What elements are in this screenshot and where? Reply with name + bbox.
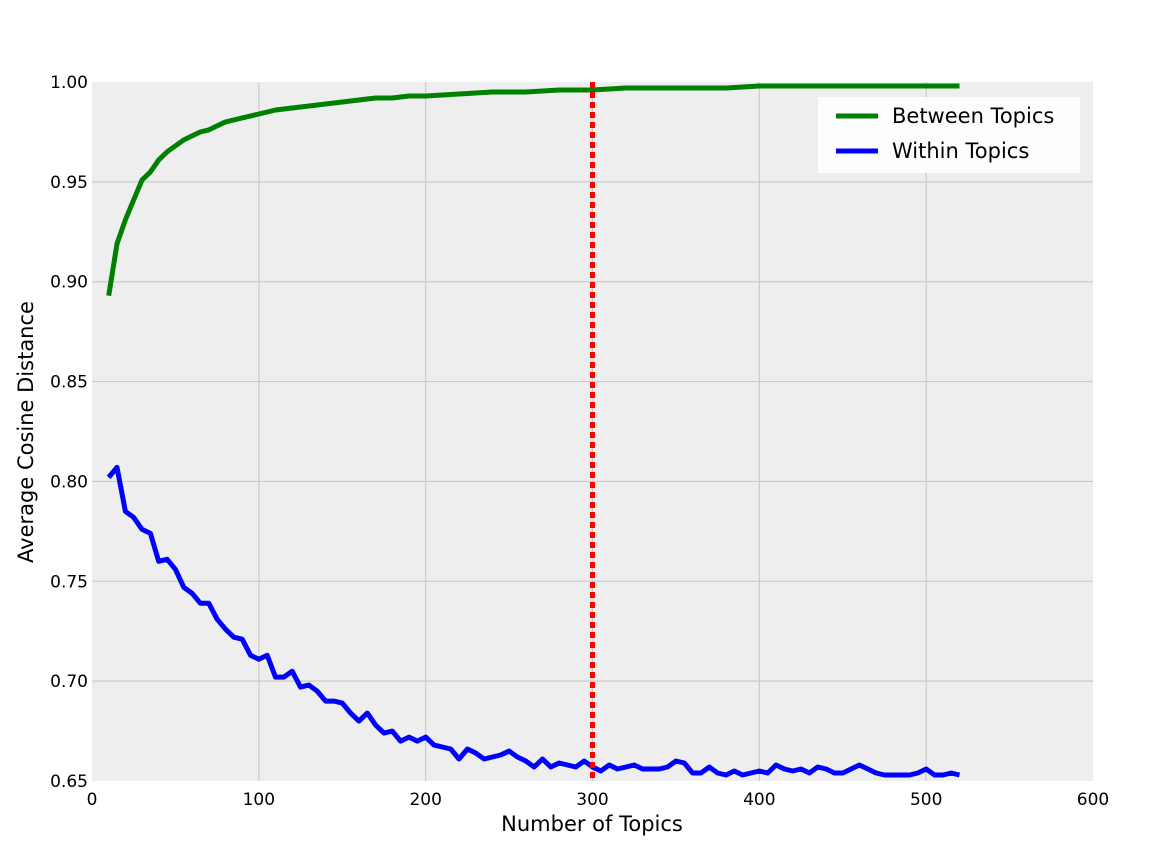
series-line-within-topics — [106, 464, 961, 778]
y-tick-label: 0.65 — [50, 772, 88, 792]
legend-label-within-topics: Within Topics — [892, 139, 1029, 163]
y-axis-title: Average Cosine Distance — [14, 301, 38, 563]
x-tick-label: 200 — [409, 790, 441, 810]
x-tick-label: 300 — [576, 790, 608, 810]
y-tick-label: 0.95 — [50, 173, 88, 193]
legend-label-between-topics: Between Topics — [892, 104, 1054, 128]
series-layer — [106, 83, 961, 778]
x-axis-title: Number of Topics — [501, 812, 683, 836]
y-tick-label: 0.85 — [50, 373, 88, 393]
x-tick-label: 100 — [243, 790, 275, 810]
y-tick-label: 0.70 — [50, 672, 88, 692]
x-axis-ticks: 0 100 200 300 400 500 600 — [87, 790, 1110, 810]
y-tick-label: 0.75 — [50, 572, 88, 592]
legend: Between Topics Within Topics — [818, 97, 1080, 173]
y-tick-label: 1.00 — [50, 73, 88, 93]
legend-background — [818, 97, 1080, 173]
y-axis-ticks: 0.65 0.70 0.75 0.80 0.85 0.90 0.95 1.00 — [50, 73, 88, 792]
x-tick-label: 0 — [87, 790, 98, 810]
y-tick-label: 0.80 — [50, 472, 88, 492]
series-line-between-topics — [106, 83, 960, 297]
x-tick-label: 400 — [743, 790, 775, 810]
x-tick-label: 500 — [910, 790, 942, 810]
x-tick-label: 600 — [1077, 790, 1109, 810]
y-tick-label: 0.90 — [50, 273, 88, 293]
grid-lines — [92, 82, 1093, 781]
